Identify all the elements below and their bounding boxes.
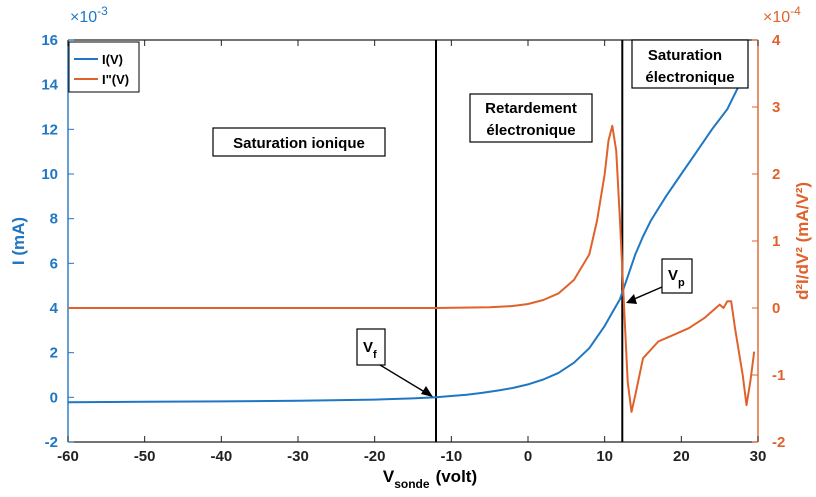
annotation-text-line1: Saturation <box>648 47 722 64</box>
x-axis-label-main: V <box>383 467 395 486</box>
annotation-saturation-ionique: Saturation ionique <box>212 127 386 157</box>
annotation-vf: Vf <box>356 328 433 397</box>
annotation-text-line2: électronique <box>486 122 575 139</box>
x-tick-label: -10 <box>440 448 462 465</box>
y-right-ticks: -2 -1 0 1 2 3 4 <box>752 32 785 451</box>
y-left-ticks: -2 0 2 4 6 8 10 12 14 16 <box>41 32 74 451</box>
vp-label: Vp <box>668 267 685 289</box>
y-left-multiplier-exp: -3 <box>97 4 108 18</box>
y-left-tick-label: 2 <box>50 345 58 362</box>
y-left-tick-label: 4 <box>50 300 59 317</box>
y-right-tick-label: 2 <box>772 166 780 183</box>
vp-box <box>661 258 693 294</box>
vf-arrowhead <box>421 386 433 397</box>
series-layer <box>67 77 756 413</box>
legend: I(V) I"(V) <box>68 41 140 93</box>
series-line-i-v <box>67 77 744 404</box>
y-left-multiplier: ×10-3 <box>70 4 108 26</box>
y-right-tick-label: 1 <box>772 233 780 250</box>
vp-arrow <box>631 286 663 301</box>
vf-label: Vf <box>363 339 377 361</box>
vf-box <box>356 328 386 366</box>
vf-arrow <box>379 364 429 395</box>
y-right-tick-label: 3 <box>772 99 780 116</box>
y-left-tick-label: 10 <box>41 166 58 183</box>
y-right-multiplier-base: ×10 <box>763 9 790 26</box>
x-axis-label: Vsonde (volt) <box>383 467 477 491</box>
y-right-tick-label: 0 <box>772 300 780 317</box>
y-left-axis-label: I (mA) <box>9 217 28 265</box>
vertical-markers <box>435 40 624 442</box>
legend-box <box>68 41 140 93</box>
annotation-box <box>212 127 386 157</box>
legend-label-i-second: I"(V) <box>102 72 129 87</box>
y-right-tick-label: -2 <box>772 434 785 451</box>
x-ticks: -60 -50 -40 -30 -20 -10 0 10 20 30 <box>57 40 766 465</box>
vp-arrowhead <box>626 294 637 304</box>
x-tick-label: 20 <box>673 448 690 465</box>
y-left-tick-label: 14 <box>41 77 58 94</box>
x-axis-label-sub: sonde <box>394 477 430 491</box>
y-left-tick-label: 16 <box>41 32 58 49</box>
vp-main: V <box>668 267 678 284</box>
axes-frame <box>67 39 759 443</box>
y-right-multiplier: ×10-4 <box>763 4 801 26</box>
y-left-tick-label: -2 <box>45 434 58 451</box>
y-right-tick-label: -1 <box>772 367 785 384</box>
annotation-retardement: Retardement électronique <box>469 93 593 143</box>
x-tick-label: 0 <box>524 448 532 465</box>
x-axis-label-unit: (volt) <box>436 467 478 486</box>
vf-sub: f <box>373 349 377 361</box>
annotation-vp: Vp <box>626 258 693 304</box>
vp-sub: p <box>678 277 685 289</box>
y-left-tick-label: 6 <box>50 255 58 272</box>
vf-main: V <box>363 339 373 356</box>
x-tick-label: 30 <box>750 448 767 465</box>
y-left-tick-label: 0 <box>50 389 58 406</box>
y-right-axis-label: d²I/dV² (mA/V²) <box>793 182 812 300</box>
x-tick-label: -20 <box>364 448 386 465</box>
annotation-text-line2: électronique <box>645 69 734 86</box>
y-right-tick-label: 4 <box>772 32 781 49</box>
x-tick-label: -30 <box>287 448 309 465</box>
annotation-saturation-electronique: Saturation électronique <box>631 39 749 89</box>
legend-label-i-v: I(V) <box>102 52 123 67</box>
annotation-box <box>631 39 749 89</box>
y-left-tick-label: 8 <box>50 211 58 228</box>
y-left-tick-label: 12 <box>41 121 58 138</box>
y-right-multiplier-exp: -4 <box>790 4 801 18</box>
annotation-text-line1: Retardement <box>485 100 577 117</box>
x-tick-label: -60 <box>57 448 79 465</box>
annotation-box <box>469 93 593 143</box>
x-tick-label: -50 <box>134 448 156 465</box>
annotation-text: Saturation ionique <box>233 135 365 152</box>
series-line-i-second <box>68 124 756 413</box>
x-tick-label: 10 <box>596 448 613 465</box>
x-tick-label: -40 <box>210 448 232 465</box>
y-left-multiplier-base: ×10 <box>70 9 97 26</box>
